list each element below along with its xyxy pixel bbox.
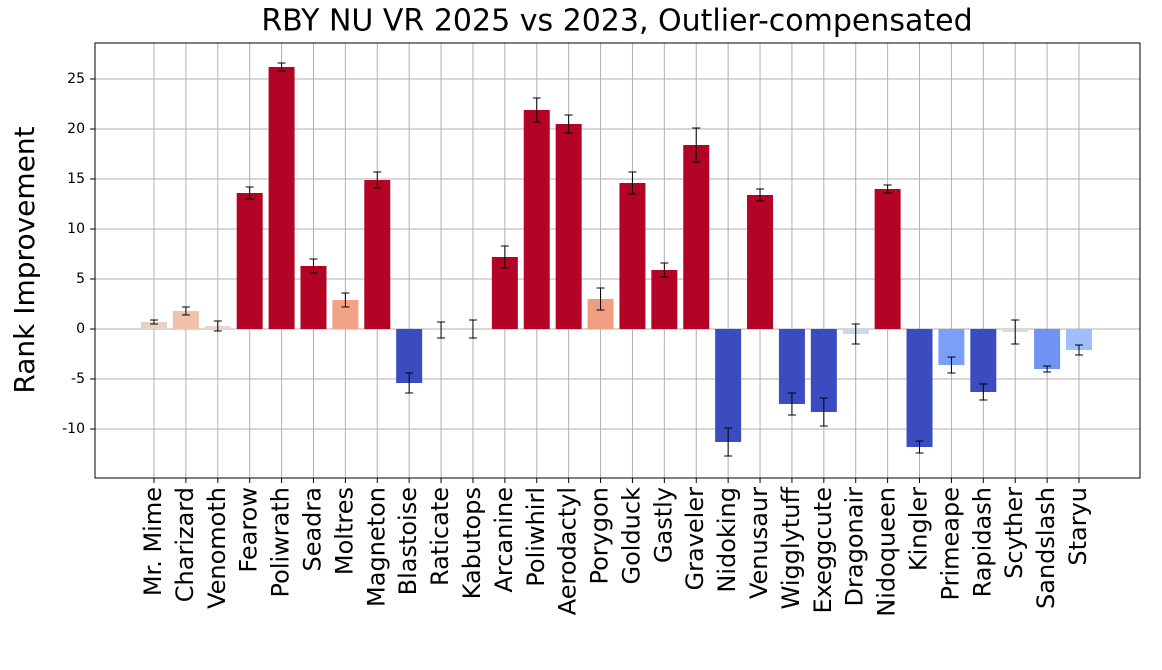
error-bar xyxy=(213,320,222,332)
y-tick-label: 25 xyxy=(67,71,85,87)
error-bar xyxy=(851,323,860,345)
bar xyxy=(491,257,518,329)
y-tick-label: 0 xyxy=(76,321,85,337)
bar xyxy=(268,67,295,329)
bar xyxy=(874,189,901,329)
y-tick-label: 20 xyxy=(67,121,85,137)
error-bar xyxy=(181,306,190,316)
bar xyxy=(523,110,550,329)
x-tick-label: Seadra xyxy=(298,487,326,572)
bar xyxy=(1066,329,1092,350)
bar xyxy=(619,183,646,329)
y-tick-label: -10 xyxy=(62,421,85,437)
x-tick-label: Raticate xyxy=(426,487,454,586)
x-tick-label: Magneton xyxy=(362,487,390,607)
x-tick-label: Porygon xyxy=(586,487,614,585)
bar xyxy=(651,270,678,329)
error-bar xyxy=(277,62,286,72)
bar xyxy=(172,311,199,329)
x-tick-label: Kabutops xyxy=(458,487,486,599)
error-bar xyxy=(883,184,892,194)
x-tick-label: Rapidash xyxy=(968,487,996,597)
x-tick-label: Wigglytuff xyxy=(777,487,805,610)
bar xyxy=(300,266,327,329)
bar xyxy=(778,329,805,404)
error-bar xyxy=(915,440,924,454)
y-tick-label: 5 xyxy=(76,271,85,287)
error-bar xyxy=(1075,344,1083,356)
bar xyxy=(555,124,582,329)
error-bar xyxy=(979,383,988,401)
bar xyxy=(970,329,997,392)
error-bar xyxy=(309,258,318,274)
error-bar xyxy=(596,287,605,311)
x-tick-label: Mr. Mime xyxy=(139,487,167,596)
y-axis-label: Rank Improvement xyxy=(8,126,41,393)
error-bar xyxy=(532,97,541,123)
error-bar xyxy=(787,392,796,416)
error-bar xyxy=(692,127,701,163)
error-bar xyxy=(724,427,733,457)
error-bar xyxy=(500,245,509,269)
bar xyxy=(747,195,774,329)
bar xyxy=(1034,329,1061,369)
x-tick-label: Nidoqueen xyxy=(873,487,901,617)
x-tick-label: Nidoking xyxy=(713,487,741,593)
x-tick-label: Primeape xyxy=(936,487,964,600)
plot-frame xyxy=(94,42,1141,479)
y-tick-label: -5 xyxy=(71,371,85,387)
x-tick-label: Dragonair xyxy=(841,487,869,607)
x-tick-label: Staryu xyxy=(1064,487,1092,566)
x-tick-label: Venomoth xyxy=(203,487,231,609)
x-tick-label: Blastoise xyxy=(394,487,422,595)
bar xyxy=(364,180,391,329)
x-tick-label: Poliwrath xyxy=(267,487,295,597)
error-bar xyxy=(628,171,637,195)
error-bar xyxy=(947,356,956,374)
x-tick-label: Fearow xyxy=(235,487,263,573)
x-tick-label: Venusaur xyxy=(745,487,773,599)
x-tick-label: Aerodactyl xyxy=(554,487,582,615)
x-tick-label: Sandslash xyxy=(1032,487,1060,609)
y-tick-label: 15 xyxy=(67,171,85,187)
bar xyxy=(715,329,742,442)
bar xyxy=(236,193,263,329)
x-tick-label: Exeggcute xyxy=(809,487,837,613)
x-tick-label: Graveler xyxy=(681,487,709,591)
error-bar xyxy=(756,188,765,202)
x-tick-label: Golduck xyxy=(617,487,645,585)
x-tick-label: Scyther xyxy=(1000,487,1028,579)
chart-title: RBY NU VR 2025 vs 2023, Outlier-compensa… xyxy=(261,4,972,39)
error-bar xyxy=(437,321,446,339)
error-bar xyxy=(564,114,573,134)
x-tick-label: Charizard xyxy=(171,487,199,602)
bar xyxy=(141,322,167,329)
error-bar xyxy=(373,171,382,189)
error-bar xyxy=(1011,319,1020,345)
x-tick-label: Gastly xyxy=(649,487,677,563)
x-tick-label: Poliwhirl xyxy=(522,487,550,587)
error-bar xyxy=(341,292,350,308)
x-tick-label: Moltres xyxy=(330,487,358,575)
error-bar xyxy=(468,319,477,339)
error-bar xyxy=(819,397,828,427)
x-tick-label: Arcanine xyxy=(490,487,518,593)
y-tick-label: 10 xyxy=(67,221,85,237)
bar xyxy=(906,329,933,447)
error-bar xyxy=(405,372,414,394)
error-bar xyxy=(245,186,254,200)
bar xyxy=(683,145,710,329)
x-tick-label: Kingler xyxy=(905,487,933,571)
error-bar xyxy=(660,262,669,278)
error-bar xyxy=(1043,365,1052,373)
error-bar xyxy=(150,319,158,325)
